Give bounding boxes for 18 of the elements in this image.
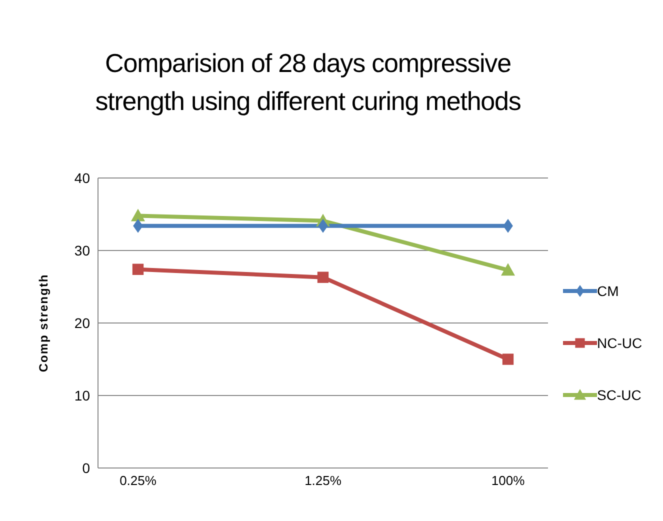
y-axis-title: Comp strength [36, 274, 50, 372]
point [132, 264, 144, 275]
y-tick-label: 0 [82, 460, 90, 476]
y-tick-label: 20 [74, 314, 90, 331]
x-tick-label: 100% [491, 473, 526, 488]
point [502, 354, 514, 365]
x-tick-label: 1.25% [304, 473, 342, 488]
x-tick-label: 0.25% [120, 473, 157, 488]
point [131, 208, 145, 222]
legend-label: NC-UC [597, 335, 642, 351]
y-tick-label: 10 [74, 387, 90, 404]
chart-title: Comparision of 28 days compressive strength using different curing methods [94, 47, 522, 118]
y-tick-label: 40 [74, 170, 90, 186]
legend-label: SC-UC [597, 387, 642, 403]
point [501, 263, 515, 276]
y-tick-label: 30 [74, 242, 90, 258]
legend-label: CM [597, 283, 619, 299]
point [317, 272, 329, 283]
